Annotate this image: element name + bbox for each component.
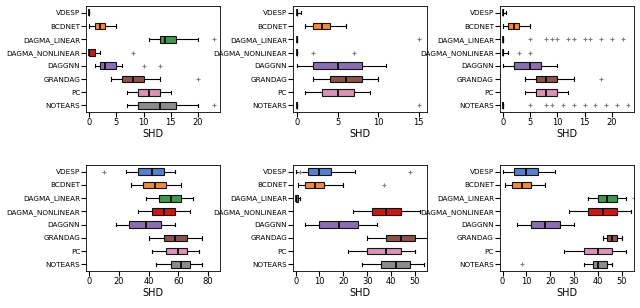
PathPatch shape	[129, 221, 161, 228]
PathPatch shape	[138, 102, 176, 109]
PathPatch shape	[138, 168, 163, 175]
PathPatch shape	[515, 168, 538, 175]
PathPatch shape	[367, 248, 401, 254]
PathPatch shape	[138, 89, 160, 95]
X-axis label: SHD: SHD	[143, 129, 164, 139]
PathPatch shape	[95, 23, 106, 29]
PathPatch shape	[166, 248, 188, 254]
PathPatch shape	[159, 195, 181, 201]
PathPatch shape	[89, 49, 95, 56]
X-axis label: SHD: SHD	[143, 288, 164, 298]
PathPatch shape	[314, 63, 362, 69]
PathPatch shape	[508, 23, 519, 29]
PathPatch shape	[512, 182, 531, 188]
PathPatch shape	[160, 36, 176, 43]
PathPatch shape	[593, 261, 607, 268]
PathPatch shape	[598, 195, 617, 201]
PathPatch shape	[588, 208, 617, 215]
PathPatch shape	[152, 208, 175, 215]
PathPatch shape	[531, 221, 560, 228]
X-axis label: SHD: SHD	[556, 129, 577, 139]
PathPatch shape	[372, 208, 401, 215]
X-axis label: SHD: SHD	[349, 129, 371, 139]
PathPatch shape	[330, 76, 362, 82]
PathPatch shape	[296, 195, 298, 201]
PathPatch shape	[381, 261, 410, 268]
PathPatch shape	[536, 76, 557, 82]
PathPatch shape	[321, 89, 354, 95]
PathPatch shape	[514, 63, 541, 69]
PathPatch shape	[305, 182, 324, 188]
PathPatch shape	[584, 248, 612, 254]
X-axis label: SHD: SHD	[556, 288, 577, 298]
PathPatch shape	[122, 76, 143, 82]
PathPatch shape	[319, 221, 358, 228]
PathPatch shape	[607, 235, 617, 241]
X-axis label: SHD: SHD	[349, 288, 371, 298]
PathPatch shape	[143, 182, 166, 188]
PathPatch shape	[171, 261, 190, 268]
PathPatch shape	[536, 89, 557, 95]
PathPatch shape	[100, 63, 116, 69]
PathPatch shape	[308, 168, 332, 175]
PathPatch shape	[314, 23, 330, 29]
PathPatch shape	[163, 235, 188, 241]
PathPatch shape	[386, 235, 415, 241]
